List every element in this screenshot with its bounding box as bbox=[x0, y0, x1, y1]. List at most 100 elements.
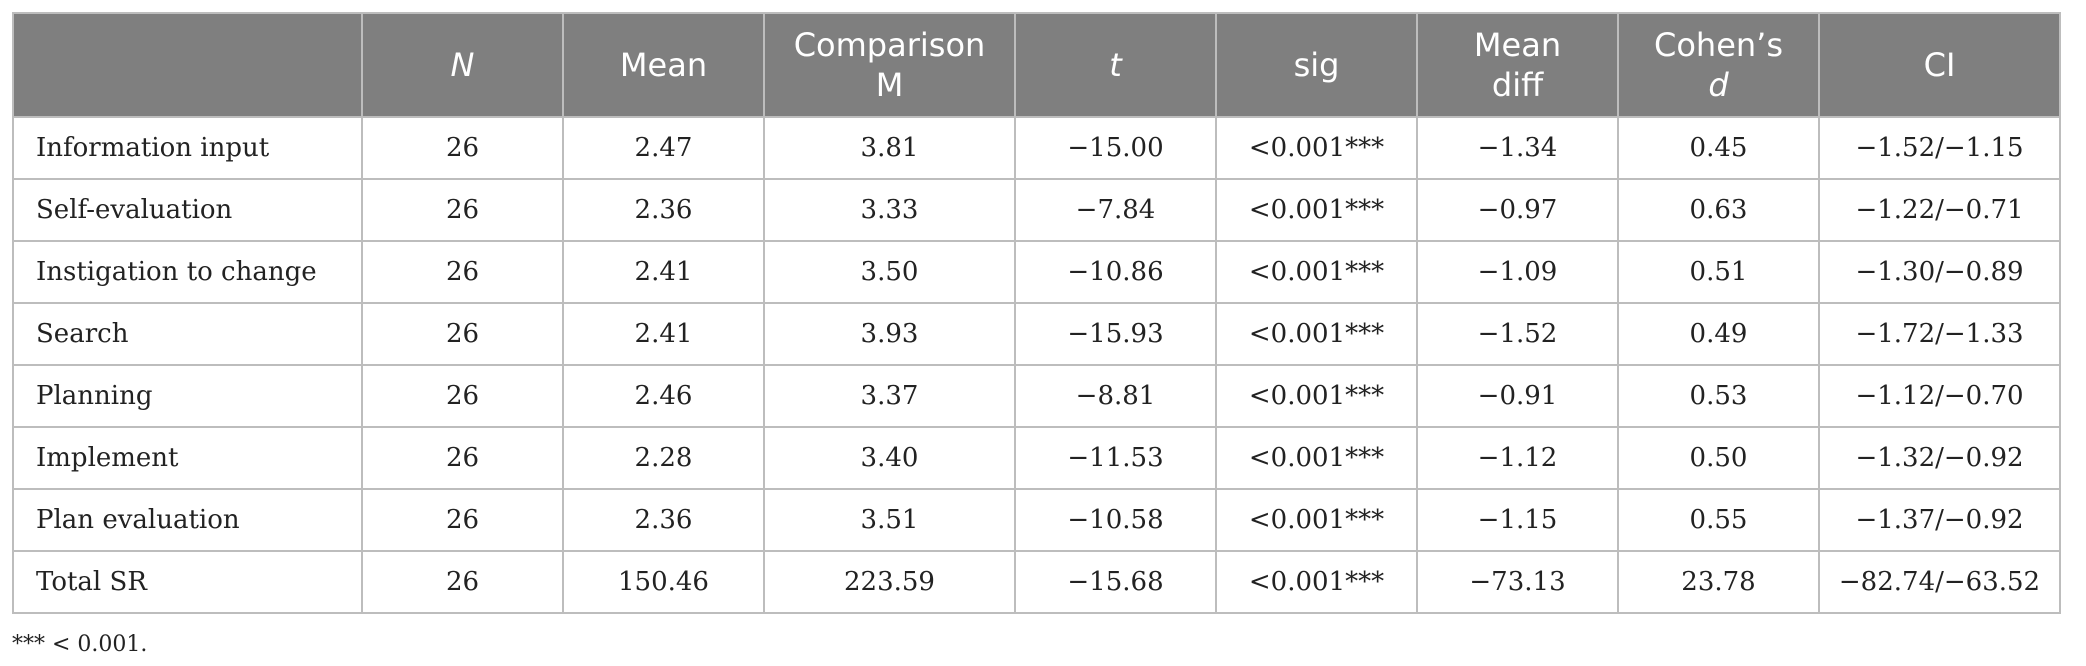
cell-comparison: 3.93 bbox=[763, 302, 1016, 366]
cell-n: 26 bbox=[361, 426, 564, 490]
cell-ci: −1.32/−0.92 bbox=[1818, 426, 2061, 490]
row-label: Instigation to change bbox=[12, 240, 363, 304]
header-comparison-line2: M bbox=[875, 66, 904, 104]
header-cohens-line1: Cohen’s bbox=[1653, 26, 1783, 64]
cell-comparison: 3.50 bbox=[763, 240, 1016, 304]
cell-mean-diff: −1.52 bbox=[1416, 302, 1619, 366]
cell-cohens-d: 0.45 bbox=[1617, 116, 1820, 180]
cell-n: 26 bbox=[361, 116, 564, 180]
cell-comparison: 3.33 bbox=[763, 178, 1016, 242]
cell-mean: 150.46 bbox=[562, 550, 765, 614]
cell-ci: −1.22/−0.71 bbox=[1818, 178, 2061, 242]
table-row: Plan evaluation 26 2.36 3.51 −10.58 <0.0… bbox=[12, 488, 2061, 552]
cell-t: −15.68 bbox=[1014, 550, 1217, 614]
cell-mean: 2.47 bbox=[562, 116, 765, 180]
header-mean-diff-line1: Mean bbox=[1473, 26, 1562, 64]
header-sig: sig bbox=[1215, 12, 1418, 118]
cell-comparison: 223.59 bbox=[763, 550, 1016, 614]
cell-mean: 2.41 bbox=[562, 240, 765, 304]
header-ci: CI bbox=[1818, 12, 2061, 118]
cell-n: 26 bbox=[361, 550, 564, 614]
results-table-container: N Mean Comparison M t sig Mean diff Cohe… bbox=[12, 12, 2061, 614]
cell-sig: <0.001*** bbox=[1215, 488, 1418, 552]
table-row: Information input 26 2.47 3.81 −15.00 <0… bbox=[12, 116, 2061, 180]
header-mean-diff: Mean diff bbox=[1416, 12, 1619, 118]
cell-comparison: 3.81 bbox=[763, 116, 1016, 180]
cell-cohens-d: 23.78 bbox=[1617, 550, 1820, 614]
cell-comparison: 3.40 bbox=[763, 426, 1016, 490]
header-t: t bbox=[1014, 12, 1217, 118]
cell-mean-diff: −0.91 bbox=[1416, 364, 1619, 428]
cell-n: 26 bbox=[361, 488, 564, 552]
cell-t: −15.93 bbox=[1014, 302, 1217, 366]
cell-sig: <0.001*** bbox=[1215, 302, 1418, 366]
cell-ci: −1.12/−0.70 bbox=[1818, 364, 2061, 428]
cell-n: 26 bbox=[361, 302, 564, 366]
header-cohens-d: Cohen’s d bbox=[1617, 12, 1820, 118]
cell-comparison: 3.51 bbox=[763, 488, 1016, 552]
cell-sig: <0.001*** bbox=[1215, 426, 1418, 490]
cell-t: −7.84 bbox=[1014, 178, 1217, 242]
cell-ci: −1.52/−1.15 bbox=[1818, 116, 2061, 180]
cell-mean: 2.28 bbox=[562, 426, 765, 490]
row-label: Total SR bbox=[12, 550, 363, 614]
header-blank bbox=[12, 12, 363, 118]
cell-sig: <0.001*** bbox=[1215, 178, 1418, 242]
cell-comparison: 3.37 bbox=[763, 364, 1016, 428]
table-row: Search 26 2.41 3.93 −15.93 <0.001*** −1.… bbox=[12, 302, 2061, 366]
table-row: Self-evaluation 26 2.36 3.33 −7.84 <0.00… bbox=[12, 178, 2061, 242]
row-label: Implement bbox=[12, 426, 363, 490]
row-label: Search bbox=[12, 302, 363, 366]
cell-mean-diff: −1.09 bbox=[1416, 240, 1619, 304]
cell-mean-diff: −0.97 bbox=[1416, 178, 1619, 242]
table-body: Information input 26 2.47 3.81 −15.00 <0… bbox=[12, 116, 2061, 614]
cell-cohens-d: 0.63 bbox=[1617, 178, 1820, 242]
cell-sig: <0.001*** bbox=[1215, 550, 1418, 614]
cell-cohens-d: 0.50 bbox=[1617, 426, 1820, 490]
header-mean: Mean bbox=[562, 12, 765, 118]
table-row: Implement 26 2.28 3.40 −11.53 <0.001*** … bbox=[12, 426, 2061, 490]
cell-mean: 2.36 bbox=[562, 488, 765, 552]
cell-ci: −1.72/−1.33 bbox=[1818, 302, 2061, 366]
cell-mean-diff: −1.34 bbox=[1416, 116, 1619, 180]
cell-sig: <0.001*** bbox=[1215, 240, 1418, 304]
cell-t: −11.53 bbox=[1014, 426, 1217, 490]
table-footnote: *** < 0.001. bbox=[12, 632, 148, 657]
cell-n: 26 bbox=[361, 178, 564, 242]
header-cohens-line2: d bbox=[1708, 66, 1729, 104]
cell-mean-diff: −73.13 bbox=[1416, 550, 1619, 614]
row-label: Plan evaluation bbox=[12, 488, 363, 552]
table-row: Total SR 26 150.46 223.59 −15.68 <0.001*… bbox=[12, 550, 2061, 614]
cell-t: −15.00 bbox=[1014, 116, 1217, 180]
cell-mean: 2.46 bbox=[562, 364, 765, 428]
cell-cohens-d: 0.49 bbox=[1617, 302, 1820, 366]
header-mean-diff-line2: diff bbox=[1491, 66, 1544, 104]
cell-ci: −1.30/−0.89 bbox=[1818, 240, 2061, 304]
cell-cohens-d: 0.55 bbox=[1617, 488, 1820, 552]
cell-t: −10.58 bbox=[1014, 488, 1217, 552]
table-row: Instigation to change 26 2.41 3.50 −10.8… bbox=[12, 240, 2061, 304]
cell-mean-diff: −1.15 bbox=[1416, 488, 1619, 552]
header-comparison-m: Comparison M bbox=[763, 12, 1016, 118]
cell-ci: −82.74/−63.52 bbox=[1818, 550, 2061, 614]
cell-sig: <0.001*** bbox=[1215, 116, 1418, 180]
cell-n: 26 bbox=[361, 240, 564, 304]
header-row: N Mean Comparison M t sig Mean diff Cohe… bbox=[12, 12, 2061, 118]
cell-ci: −1.37/−0.92 bbox=[1818, 488, 2061, 552]
cell-cohens-d: 0.53 bbox=[1617, 364, 1820, 428]
table-header: N Mean Comparison M t sig Mean diff Cohe… bbox=[12, 12, 2061, 118]
header-comparison-line1: Comparison bbox=[793, 26, 986, 64]
cell-sig: <0.001*** bbox=[1215, 364, 1418, 428]
header-n: N bbox=[361, 12, 564, 118]
cell-mean: 2.41 bbox=[562, 302, 765, 366]
cell-t: −8.81 bbox=[1014, 364, 1217, 428]
table-row: Planning 26 2.46 3.37 −8.81 <0.001*** −0… bbox=[12, 364, 2061, 428]
cell-cohens-d: 0.51 bbox=[1617, 240, 1820, 304]
row-label: Self-evaluation bbox=[12, 178, 363, 242]
cell-n: 26 bbox=[361, 364, 564, 428]
row-label: Planning bbox=[12, 364, 363, 428]
cell-mean: 2.36 bbox=[562, 178, 765, 242]
cell-mean-diff: −1.12 bbox=[1416, 426, 1619, 490]
row-label: Information input bbox=[12, 116, 363, 180]
cell-t: −10.86 bbox=[1014, 240, 1217, 304]
